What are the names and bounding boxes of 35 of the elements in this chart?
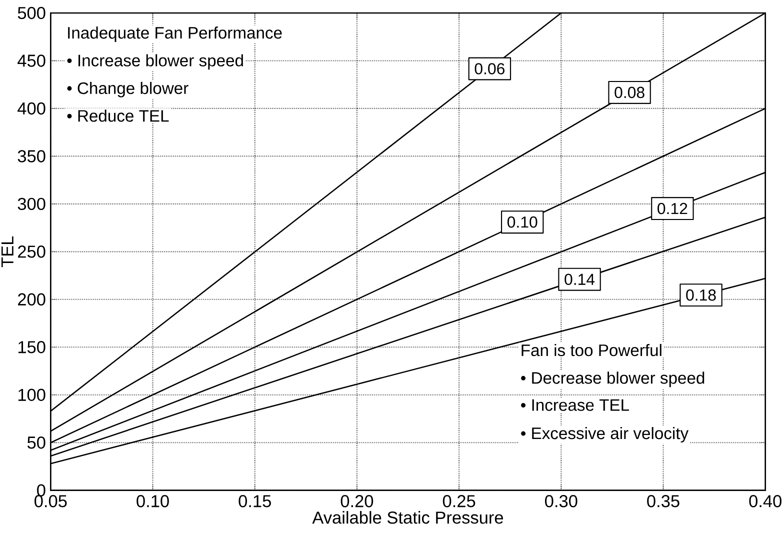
annotation: Fan is too Powerful [522, 344, 662, 356]
series-label: 0.10 [507, 216, 538, 228]
annotation: • Excessive air velocity [521, 427, 689, 442]
y-tick-label: 400 [18, 102, 46, 115]
x-tick-label: 0.35 [647, 495, 680, 508]
y-tick-label: 0 [37, 484, 46, 496]
x-tick-label: 0.40 [749, 495, 782, 508]
x-tick-label: 0.05 [34, 495, 67, 508]
x-axis-title: Available Static Pressure [312, 511, 504, 524]
x-tick-label: 0.15 [238, 495, 271, 508]
y-tick-label: 150 [18, 341, 46, 354]
annotation: • Increase blower speed [67, 54, 243, 70]
y-tick-label: 200 [18, 293, 46, 306]
y-axis-title: TEL [1, 236, 14, 268]
series-label: 0.14 [564, 274, 595, 285]
series-label: 0.06 [474, 63, 504, 74]
y-tick-label: 250 [18, 246, 46, 258]
x-tick-label: 0.20 [340, 495, 374, 508]
annotation: • Change blower [67, 82, 188, 98]
annotation: Inadequate Fan Performance [68, 26, 282, 42]
x-tick-label: 0.25 [442, 495, 476, 508]
series-label: 0.12 [658, 202, 688, 214]
series-label: 0.18 [686, 289, 716, 301]
annotation: • Increase TEL [521, 399, 629, 411]
y-tick-label: 500 [18, 6, 46, 20]
series-label: 0.08 [614, 86, 644, 98]
x-tick-label: 0.30 [545, 495, 578, 508]
y-tick-label: 300 [18, 198, 46, 210]
y-tick-label: 100 [18, 388, 46, 401]
y-tick-label: 50 [27, 436, 46, 449]
y-tick-label: 450 [18, 54, 46, 67]
annotation: • Decrease blower speed [521, 372, 704, 388]
x-tick-label: 0.10 [136, 495, 169, 508]
annotation: • Reduce TEL [67, 110, 169, 122]
y-tick-label: 350 [18, 150, 46, 162]
